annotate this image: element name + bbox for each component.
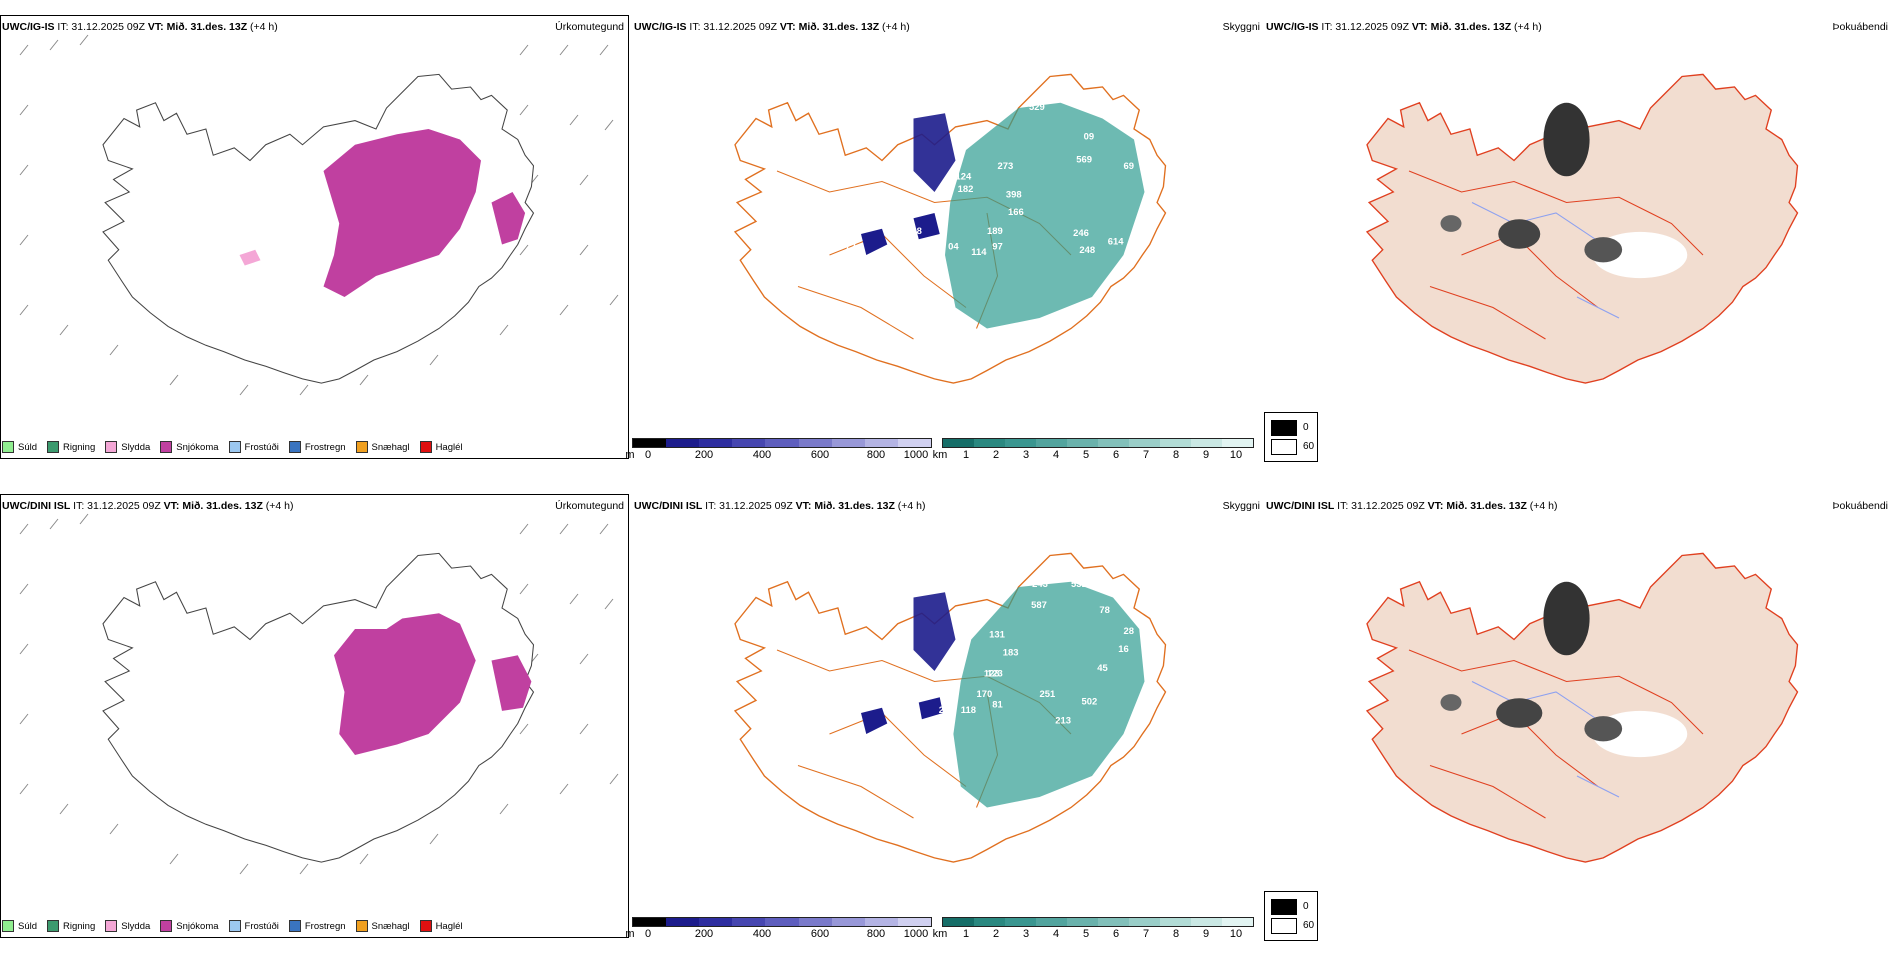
legend-item: Súld (2, 920, 37, 932)
cloud-base-label: 09 (1084, 132, 1095, 143)
legend-item: Haglél (419, 441, 463, 453)
snow-depth-colorbar: m 0 200 400 600 800 1000 (625, 917, 932, 941)
cloud-base-label: 123 (984, 668, 1000, 679)
map-frame (0, 15, 629, 459)
legend-item: Frostúði (228, 441, 279, 453)
cloud-base-label: 68 (848, 697, 859, 708)
legend-item: Frostúði (228, 920, 279, 932)
cloud-base-label: 04 (948, 242, 959, 253)
panel-title: Þokuábendi (1832, 500, 1888, 512)
cloud-base-label: 22 (950, 647, 961, 658)
cloud-base-label: 35 (956, 621, 967, 632)
visibility-colorbar: km 1 2 3 4 5 6 7 8 9 10 (933, 438, 1254, 462)
cloud-base-label: 24 (939, 705, 950, 716)
cloud-base-label: 246 (1073, 228, 1089, 239)
cloud-base-label: 189 (987, 226, 1003, 237)
cloud-base-label: 614 (1108, 236, 1124, 247)
legend-item: Slydda (105, 920, 150, 932)
visibility-map-igis: UWC/IG-IS IT: 31.12.2025 09Z VT: Mið. 31… (625, 15, 1262, 480)
visibility-colorbar: km 1 2 3 4 5 6 7 8 9 10 (933, 917, 1254, 941)
cloud-base-label: 213 (1055, 716, 1071, 727)
panel-header: UWC/DINI ISL IT: 31.12.2025 09Z VT: Mið.… (2, 500, 294, 512)
cloud-base-label: 183 (1003, 647, 1019, 658)
cloud-base-label: 248 (1079, 245, 1095, 256)
cloud-base-label: 68 (911, 226, 922, 237)
panel-header: UWC/DINI ISL IT: 31.12.2025 09Z VT: Mið.… (634, 500, 926, 512)
fog-index-map-igis: UWC/IG-IS IT: 31.12.2025 09Z VT: Mið. 31… (1264, 15, 1894, 480)
panel-header: UWC/IG-IS IT: 31.12.2025 09Z VT: Mið. 31… (1266, 21, 1542, 33)
cloud-base-label: 531 (1071, 579, 1087, 590)
legend-item: Haglél (419, 920, 463, 932)
panel-header: UWC/IG-IS IT: 31.12.2025 09Z VT: Mið. 31… (2, 21, 278, 33)
panel-title: Úrkomutegund (555, 500, 624, 512)
cloud-base-label: 81 (992, 700, 1003, 711)
precip-type-map-dini: UWC/DINI ISL IT: 31.12.2025 09Z VT: Mið.… (0, 494, 630, 959)
panel-title: Þokuábendi (1832, 21, 1888, 33)
cloud-base-label: 69 (1124, 161, 1135, 172)
visibility-map-dini: UWC/DINI ISL IT: 31.12.2025 09Z VT: Mið.… (625, 494, 1262, 959)
panel-header: UWC/IG-IS IT: 31.12.2025 09Z VT: Mið. 31… (634, 21, 910, 33)
fog-map (1366, 73, 1799, 384)
cloud-base-label: 251 (1040, 689, 1056, 700)
cloud-base-label: 69 (908, 679, 919, 690)
legend-item: Frostregn (288, 441, 346, 453)
fog-legend: 0 60 (1264, 412, 1318, 462)
legend-item: Snjókoma (160, 920, 219, 932)
fog-index-map-dini: UWC/DINI ISL IT: 31.12.2025 09Z VT: Mið.… (1264, 494, 1894, 959)
cloud-base-label: 166 (1008, 207, 1024, 218)
cloud-base-label: 28 (1124, 626, 1135, 637)
visibility-map: 529 09 273 569 69 124 182 398 166 94 68 189 246 72 04 1… (734, 73, 1167, 384)
precip-legend: Súld Rigning Slydda Snjókoma Frostúði Fr… (2, 916, 463, 936)
cloud-base-label: 72 (845, 242, 856, 253)
fog-map (1366, 552, 1799, 863)
cloud-base-label: 569 (1076, 155, 1092, 166)
legend-item: Slydda (105, 441, 150, 453)
panel-title: Úrkomutegund (555, 21, 624, 33)
legend-item: Snæhagl (355, 920, 410, 932)
cloud-base-label: 94 (856, 224, 867, 235)
wind-barbs (19, 34, 619, 396)
legend-item: Frostregn (288, 920, 346, 932)
cloud-base-label: 273 (998, 161, 1014, 172)
snow-depth-colorbar: m 0 200 400 600 800 1000 (625, 438, 932, 462)
cloud-base-label: 78 (1099, 605, 1110, 616)
precip-type-map-igis: UWC/IG-IS IT: 31.12.2025 09Z VT: Mið. 31… (0, 15, 630, 480)
cloud-base-label: 398 (1006, 189, 1022, 200)
cloud-base-label: 16 (1118, 644, 1129, 655)
cloud-base-label: 118 (961, 705, 976, 716)
panel-title: Skyggni (1222, 21, 1260, 33)
cloud-base-label: 97 (992, 242, 1003, 253)
precip-map (19, 34, 619, 396)
legend-item: Snæhagl (355, 441, 410, 453)
precip-legend: Súld Rigning Slydda Snjókoma Frostúði Fr… (2, 437, 463, 457)
cloud-base-label: 131 (989, 629, 1005, 640)
legend-item: Súld (2, 441, 37, 453)
cloud-base-label: 587 (1031, 600, 1047, 611)
cloud-base-label: 170 (977, 689, 993, 700)
cloud-base-label: 502 (1082, 697, 1098, 708)
precip-map (19, 513, 619, 875)
cloud-base-label: 529 (1029, 102, 1045, 113)
panel-header: UWC/DINI ISL IT: 31.12.2025 09Z VT: Mið.… (1266, 500, 1558, 512)
cloud-base-label: 243 (1032, 579, 1048, 590)
cloud-base-label: 114 (971, 247, 987, 258)
map-frame (0, 494, 629, 938)
legend-item: Rigning (47, 441, 95, 453)
fog-legend: 0 60 (1264, 891, 1318, 941)
cloud-base-label: 124 (956, 171, 972, 182)
cloud-base-label: 182 (958, 184, 974, 195)
cloud-base-label: 123 (987, 668, 1003, 679)
legend-item: Rigning (47, 920, 95, 932)
cloud-base-label: 45 (1097, 663, 1108, 674)
panel-title: Skyggni (1222, 500, 1260, 512)
legend-item: Snjókoma (160, 441, 219, 453)
